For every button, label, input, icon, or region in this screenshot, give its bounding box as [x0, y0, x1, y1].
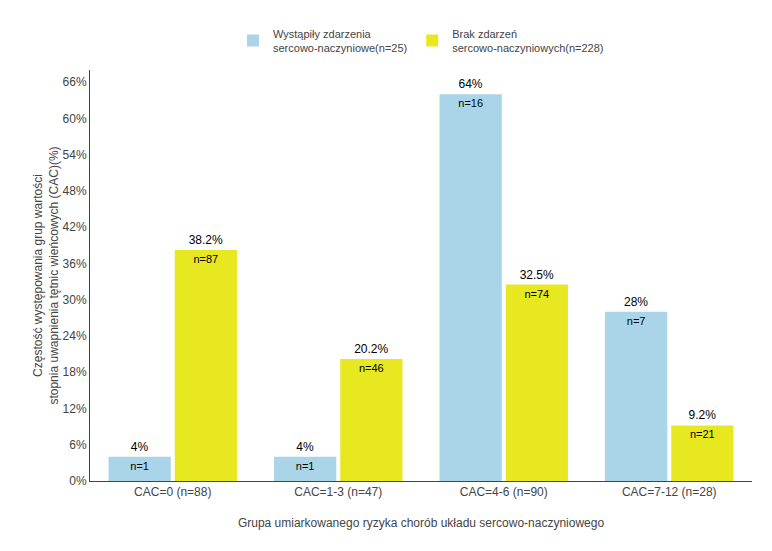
svg-text:54%: 54% [63, 148, 87, 162]
svg-text:18%: 18% [63, 365, 87, 379]
svg-text:CAC=0 (n=88): CAC=0 (n=88) [134, 485, 211, 499]
svg-text:n=74: n=74 [524, 288, 549, 300]
svg-text:9.2%: 9.2% [689, 408, 717, 422]
svg-text:42%: 42% [63, 220, 87, 234]
svg-text:Wystąpiły zdarzeniasercowo-nac: Wystąpiły zdarzeniasercowo-naczyniowe(n=… [273, 28, 407, 54]
svg-text:n=21: n=21 [690, 428, 715, 440]
svg-text:n=1: n=1 [130, 460, 149, 472]
svg-text:Grupa umiarkowanego ryzyka cho: Grupa umiarkowanego ryzyka chorób układu… [238, 516, 605, 530]
svg-text:CAC=1-3 (n=47): CAC=1-3 (n=47) [294, 485, 382, 499]
svg-text:38.2%: 38.2% [189, 233, 223, 247]
svg-text:60%: 60% [63, 112, 87, 126]
svg-text:n=87: n=87 [193, 253, 218, 265]
svg-text:66%: 66% [63, 75, 87, 89]
svg-text:30%: 30% [63, 293, 87, 307]
svg-text:Brak zdarzeńsercowo-naczyniowy: Brak zdarzeńsercowo-naczyniowych(n=228) [452, 28, 603, 54]
svg-text:12%: 12% [63, 402, 87, 416]
svg-text:4%: 4% [131, 440, 149, 454]
svg-text:24%: 24% [63, 329, 87, 343]
svg-text:48%: 48% [63, 184, 87, 198]
svg-text:6%: 6% [69, 438, 87, 452]
svg-text:36%: 36% [63, 257, 87, 271]
svg-text:n=46: n=46 [359, 362, 384, 374]
svg-text:20.2%: 20.2% [354, 342, 388, 356]
svg-text:0%: 0% [69, 474, 87, 488]
svg-text:n=7: n=7 [627, 315, 646, 327]
svg-text:28%: 28% [624, 295, 648, 309]
svg-text:64%: 64% [458, 77, 482, 91]
svg-text:CAC=7-12 (n=28): CAC=7-12 (n=28) [622, 485, 717, 499]
svg-text:Częstość występowania grup war: Częstość występowania grup wartościstopn… [31, 146, 61, 404]
svg-text:n=1: n=1 [296, 460, 315, 472]
svg-text:32.5%: 32.5% [520, 268, 554, 282]
svg-text:n=16: n=16 [458, 97, 483, 109]
svg-text:CAC=4-6 (n=90): CAC=4-6 (n=90) [460, 485, 548, 499]
svg-text:4%: 4% [296, 440, 314, 454]
